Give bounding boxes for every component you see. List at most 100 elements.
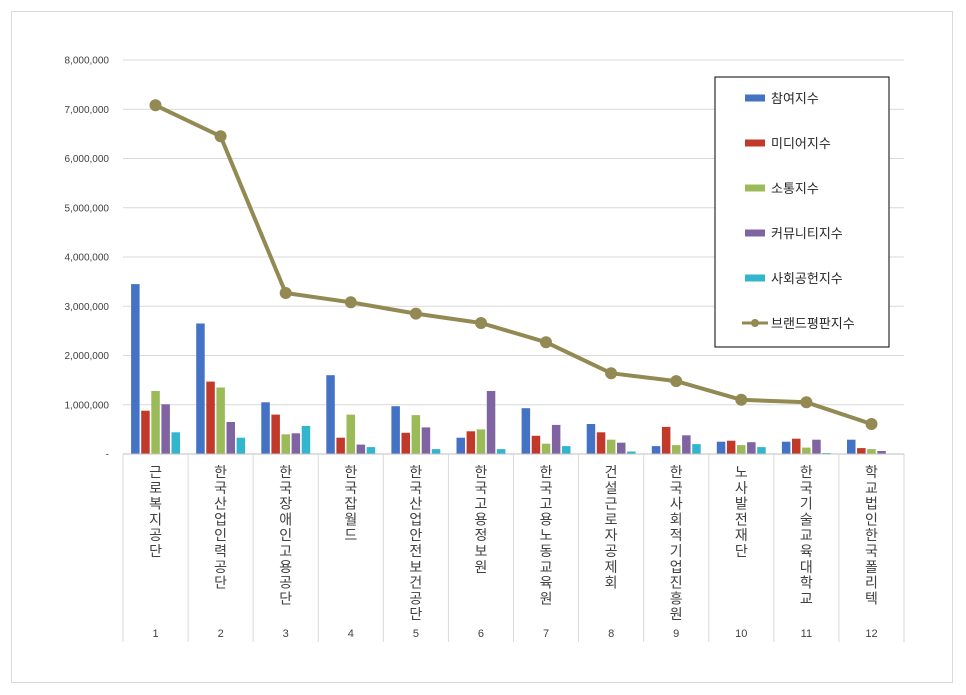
- y-axis-ticks: - 1,000,000 2,000,000 3,000,000 4,000,000 5,0…: [65, 56, 110, 461]
- bar-3-9: [672, 445, 681, 454]
- legend-marker: [751, 319, 759, 327]
- gridlines: [123, 59, 904, 406]
- bar-5-5: [431, 449, 441, 454]
- bar-3-2: [216, 387, 225, 454]
- y-tick-label: -: [106, 450, 109, 461]
- bar-3-7: [541, 443, 551, 454]
- line-point-6: [475, 317, 487, 329]
- legend-label-4: 커뮤니티지수: [771, 227, 843, 242]
- legend-label-5: 사회공헌지수: [771, 272, 843, 287]
- bar-2-5: [401, 432, 410, 454]
- line-point-4: [344, 296, 357, 309]
- y-tick-label: 6,000,000: [65, 154, 110, 165]
- bar-3-10: [737, 445, 746, 454]
- bar-2-9: [661, 426, 671, 454]
- legend-label-1: 참여지수: [771, 92, 819, 107]
- bar-5-6: [496, 449, 506, 454]
- brand-reputation-chart: - 1,000,000 2,000,000 3,000,000 4,000,000 5,0…: [65, 56, 905, 642]
- rank-label-3: 3: [283, 628, 289, 640]
- bar-2-11: [792, 438, 801, 454]
- bar-2-7: [531, 435, 541, 454]
- line-point-9: [670, 375, 683, 388]
- legend-box: [714, 76, 890, 348]
- line-point-10: [735, 393, 748, 406]
- bar-4-4: [356, 444, 366, 454]
- rank-label-4: 4: [348, 628, 354, 640]
- bar-1-5: [391, 406, 400, 454]
- rank-label-9: 9: [673, 628, 679, 640]
- bar-4-1: [161, 404, 170, 454]
- line-point-7: [540, 336, 552, 349]
- bar-2-10: [726, 440, 736, 454]
- line-point-1: [149, 99, 162, 112]
- legend-label-2: 미디어지수: [771, 137, 831, 152]
- bar-2-6: [466, 431, 476, 454]
- bar-1-6: [456, 437, 465, 454]
- bar-1-8: [586, 424, 596, 454]
- y-tick-label: 3,000,000: [65, 302, 110, 313]
- y-tick-label: 2,000,000: [65, 351, 110, 362]
- bar-3-8: [606, 439, 616, 454]
- rank-label-10: 10: [735, 628, 747, 640]
- bar-2-2: [206, 381, 215, 454]
- bar-1-1: [131, 284, 140, 454]
- bar-5-1: [171, 432, 180, 454]
- line-point-11: [800, 396, 813, 409]
- rank-label-12: 12: [865, 628, 877, 640]
- line-point-12: [865, 418, 878, 430]
- bar-5-10: [757, 447, 766, 454]
- bar-1-9: [651, 446, 661, 454]
- bar-4-2: [226, 422, 235, 454]
- y-tick-label: 4,000,000: [65, 253, 110, 264]
- bar-1-11: [781, 441, 791, 454]
- rank-label-11: 11: [801, 628, 812, 640]
- line-point-3: [279, 287, 292, 299]
- bar-3-5: [411, 415, 421, 454]
- bar-3-12: [867, 449, 876, 454]
- bar-5-4: [366, 447, 376, 454]
- rank-label-7: 7: [543, 628, 549, 640]
- bar-1-10: [716, 441, 726, 454]
- bar-5-8: [627, 451, 636, 454]
- rank-label-1: 1: [152, 628, 158, 640]
- bar-2-4: [336, 437, 345, 454]
- bar-2-8: [596, 432, 606, 454]
- bar-4-11: [812, 439, 821, 454]
- legend-swatch-4: [745, 229, 765, 237]
- legend-label-3: 소통지수: [771, 182, 819, 197]
- rank-label-6: 6: [478, 628, 484, 640]
- line-point-5: [409, 307, 422, 320]
- bar-1-3: [261, 402, 270, 454]
- bar-4-9: [682, 435, 691, 454]
- bar-1-7: [521, 408, 531, 454]
- bar-5-3: [301, 425, 311, 454]
- bar-3-1: [151, 391, 160, 454]
- bar-2-12: [857, 448, 866, 454]
- line-point-8: [605, 367, 618, 380]
- rank-label-8: 8: [608, 628, 614, 640]
- legend-swatch-5: [745, 274, 765, 282]
- bar-3-4: [346, 414, 355, 454]
- rank-label-5: 5: [413, 628, 419, 640]
- brand-reputation-line: [149, 99, 878, 430]
- rank-label-2: 2: [218, 628, 224, 640]
- bar-1-12: [847, 439, 856, 454]
- bar-4-6: [486, 391, 496, 454]
- bar-1-2: [196, 323, 205, 454]
- legend-swatch-2: [745, 139, 765, 147]
- legend-swatch-3: [745, 184, 765, 192]
- x-axis: 근 로 복 지 공 단 1 한 국 산 업 인 력 공 단 2 한 국 장 애 인 고 용 공 단 3 한 국 잡 월 드 4 한 국 산 업 안 전 보 건…: [122, 453, 905, 642]
- chart-frame: - 1,000,000 2,000,000 3,000,000 4,000,000 5,0…: [11, 11, 953, 683]
